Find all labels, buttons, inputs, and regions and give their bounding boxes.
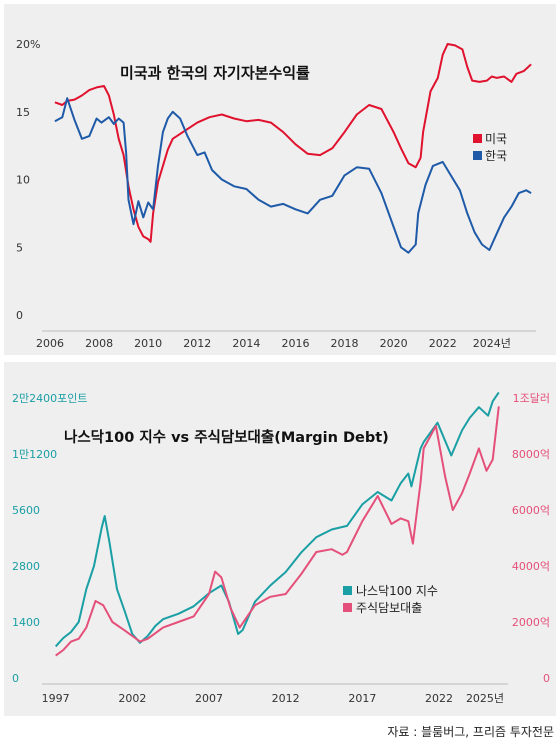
- roe-chart-panel: 0 5 10 15 20% 2006 2008 2010 2012 2014 2016 2018 202…: [4, 4, 556, 355]
- x-tick-label: 2018: [331, 337, 359, 350]
- x-tick-label: 2012: [272, 692, 300, 705]
- y-left-tick-label: 2만2400포인트: [12, 392, 87, 405]
- roe-chart: 0 5 10 15 20% 2006 2008 2010 2012 2014 2016 2018 202…: [16, 38, 536, 350]
- y-right-tick-label: 6000억: [512, 504, 550, 517]
- series-line-미국: [54, 43, 532, 243]
- series-line-주식담보대출: [55, 406, 500, 657]
- legend-swatch: [473, 151, 482, 160]
- x-tick-label: 2002: [118, 692, 146, 705]
- y-right-tick-label: 2000억: [512, 616, 550, 629]
- legend-swatch: [343, 603, 352, 612]
- x-tick-label: 2016: [281, 337, 309, 350]
- x-tick-label: 2017: [348, 692, 376, 705]
- legend-label: 주식담보대출: [356, 601, 422, 615]
- series-line-한국: [54, 97, 532, 254]
- y-left-tick-label: 0: [12, 672, 19, 685]
- legend-swatch: [343, 586, 352, 595]
- nasdaq-margin-chart: 0 1400 2800 5600 1만1200 2만2400포인트 0 2000억 4000억 6…: [12, 391, 550, 705]
- y-tick-label: 0: [16, 309, 23, 322]
- x-tick-label: 2012: [183, 337, 211, 350]
- x-tick-label: 2014: [232, 337, 260, 350]
- y-left-tick-label: 1400: [12, 616, 40, 629]
- x-tick-label: 2006: [36, 337, 64, 350]
- chart-title: 나스닥100 지수 vs 주식담보대출(Margin Debt): [64, 428, 389, 446]
- x-tick-label: 2020: [380, 337, 408, 350]
- y-tick-label: 5: [16, 241, 23, 254]
- y-right-tick-label: 8000억: [512, 448, 550, 461]
- x-tick-label: 2025년: [466, 692, 504, 705]
- y-left-tick-label: 1만1200: [12, 448, 57, 461]
- y-right-tick-label: 4000억: [512, 560, 550, 573]
- x-tick-label: 2008: [85, 337, 113, 350]
- y-left-tick-label: 2800: [12, 560, 40, 573]
- legend-label: 한국: [485, 149, 507, 163]
- y-right-tick-label: 1조달러: [513, 392, 550, 405]
- x-tick-label: 2010: [134, 337, 162, 350]
- y-left-tick-label: 5600: [12, 504, 40, 517]
- nasdaq-margin-chart-panel: 0 1400 2800 5600 1만1200 2만2400포인트 0 2000억 4000억 6…: [4, 362, 556, 716]
- y-tick-label: 10: [16, 174, 30, 187]
- y-tick-label: 20%: [16, 38, 40, 51]
- x-tick-label: 1997: [42, 692, 70, 705]
- x-tick-label: 2022: [429, 337, 457, 350]
- legend-label: 나스닥100 지수: [356, 584, 438, 598]
- y-right-tick-label: 0: [543, 672, 550, 685]
- x-tick-label: 2022: [425, 692, 453, 705]
- x-tick-label: 2007: [195, 692, 223, 705]
- legend-label: 미국: [485, 132, 507, 146]
- y-tick-label: 15: [16, 106, 30, 119]
- chart-title: 미국과 한국의 자기자본수익률: [120, 64, 310, 82]
- x-tick-label: 2024년: [473, 337, 511, 350]
- legend-swatch: [473, 134, 482, 143]
- source-note: 자료 : 블룸버그, 프리즘 투자전문: [387, 725, 554, 739]
